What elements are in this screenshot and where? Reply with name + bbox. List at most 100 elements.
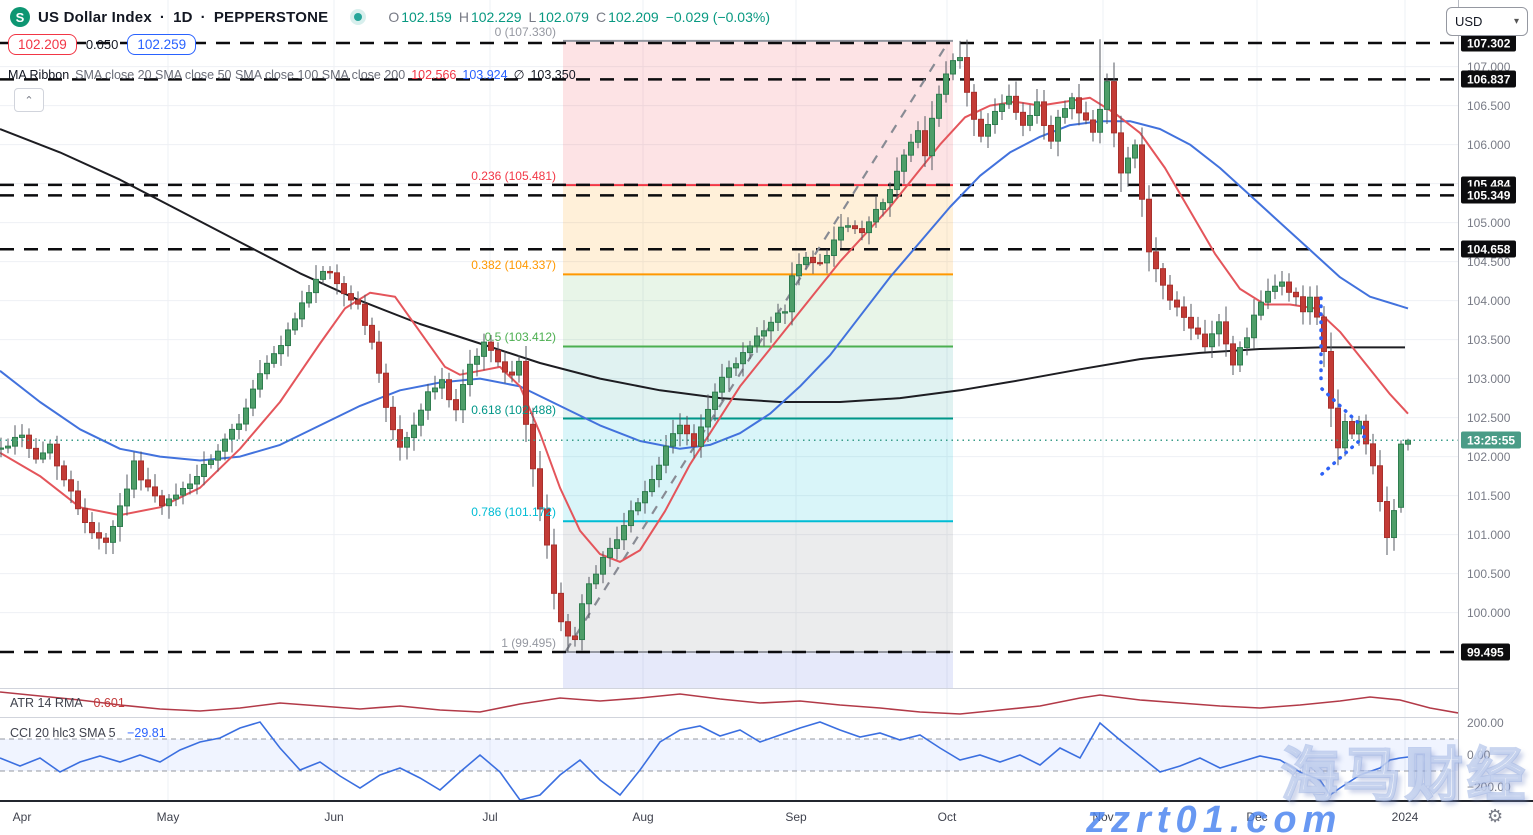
collapse-legend-button[interactable]: ⌃ xyxy=(14,88,44,112)
buy-price-button[interactable]: 102.259 xyxy=(127,34,197,55)
price-tick: 101.000 xyxy=(1467,527,1511,542)
price-tick: 100.500 xyxy=(1467,566,1511,581)
candle-body xyxy=(68,479,74,492)
candle-body xyxy=(999,103,1005,112)
time-tick-Aug: Aug xyxy=(632,810,654,824)
candle-body xyxy=(292,318,298,331)
candle-body xyxy=(166,498,172,507)
gear-icon[interactable]: ⚙ xyxy=(1487,806,1504,826)
candle-body xyxy=(621,525,627,541)
candle-body xyxy=(1069,97,1075,110)
candle-body xyxy=(257,373,263,390)
close-value: 102.209 xyxy=(608,9,659,25)
candle-body xyxy=(635,502,641,512)
candle-body xyxy=(880,202,886,210)
timeframe-label[interactable]: 1D xyxy=(173,8,193,26)
price-tick: 102.500 xyxy=(1467,410,1511,425)
candle-body xyxy=(208,459,214,465)
candle-body xyxy=(1244,337,1250,349)
candle-body xyxy=(530,423,536,470)
ma-ribbon-legend[interactable]: MA Ribbon SMA close 20 SMA close 50 SMA … xyxy=(8,67,576,83)
open-label: O xyxy=(388,9,400,25)
ma-line[interactable] xyxy=(0,96,1409,563)
candle-body xyxy=(873,208,879,223)
pennant-drawing[interactable] xyxy=(1320,387,1369,433)
candle-body xyxy=(607,547,613,558)
candle-body xyxy=(1027,114,1033,126)
candle-body xyxy=(1209,333,1215,348)
time-tick-Jun: Jun xyxy=(324,810,344,824)
chevron-down-icon: ▾ xyxy=(1513,16,1519,27)
cci-legend[interactable]: CCI 20 hlc3 SMA 5 −29.81 xyxy=(10,726,166,740)
candle-body xyxy=(586,583,592,605)
fib-zone xyxy=(563,274,953,347)
candle-body xyxy=(75,490,81,510)
candle-body xyxy=(460,384,466,411)
exchange-label[interactable]: PEPPERSTONE xyxy=(213,8,329,26)
time-tick-Jul: Jul xyxy=(482,810,498,824)
cci-band xyxy=(0,739,1458,771)
candle-body xyxy=(642,491,648,504)
candle-body xyxy=(712,391,718,410)
fib-label-0.236: 0.236 (105.481) xyxy=(471,169,556,184)
candle-body xyxy=(1118,132,1124,174)
time-axis[interactable]: Apr May Jun Jul Aug Sep Oct Nov Dec 2024 xyxy=(0,800,1533,835)
sell-price-button[interactable]: 102.209 xyxy=(8,34,77,55)
candle-body xyxy=(768,321,774,332)
market-status-icon[interactable] xyxy=(350,9,367,25)
candle-body xyxy=(1391,510,1397,539)
candle-body xyxy=(1181,306,1187,318)
candle-body xyxy=(558,592,564,623)
candle-body xyxy=(761,330,767,337)
candle-body xyxy=(810,256,816,264)
time-tick-Nov: Nov xyxy=(1092,810,1114,824)
candle-body xyxy=(96,532,102,539)
candle-body xyxy=(180,487,186,496)
currency-dropdown[interactable]: USD ▾ xyxy=(1446,7,1528,36)
candle-body xyxy=(117,505,123,527)
high-value: 102.229 xyxy=(470,9,522,25)
candle-body xyxy=(754,335,760,347)
candles-layer[interactable] xyxy=(0,39,1411,652)
time-tick-Dec: Dec xyxy=(1246,810,1268,824)
candle-body xyxy=(1167,284,1173,301)
candle-body xyxy=(1286,281,1292,293)
time-tick-Oct: Oct xyxy=(937,810,957,824)
candle-body xyxy=(229,428,235,440)
candle-body xyxy=(1034,101,1040,116)
candle-body xyxy=(1048,124,1054,142)
candle-body xyxy=(1195,327,1201,335)
atr-legend[interactable]: ATR 14 RMA 0.601 xyxy=(10,696,125,710)
sma20-value: 102.566 xyxy=(411,67,457,82)
fib-zone xyxy=(563,521,953,652)
symbol-legend[interactable]: S US Dollar Index · 1D · PEPPERSTONE O 1… xyxy=(10,7,770,27)
low-label: L xyxy=(528,9,537,25)
ma-line[interactable] xyxy=(0,128,1405,403)
candle-body xyxy=(887,189,893,204)
candle-body xyxy=(747,345,753,354)
candle-body xyxy=(551,544,557,594)
candle-body xyxy=(145,479,151,488)
candle-body xyxy=(1020,111,1026,126)
candle-body xyxy=(1258,301,1264,316)
price-tick: 105.000 xyxy=(1467,215,1511,230)
fib-label-0.5: 0.5 (103.412) xyxy=(484,330,556,345)
candle-body xyxy=(698,426,704,447)
candle-body xyxy=(824,255,830,264)
candle-body xyxy=(1153,251,1159,270)
candle-body xyxy=(1384,501,1390,539)
candle-body xyxy=(859,228,865,234)
candle-body xyxy=(369,324,375,343)
ma-line[interactable] xyxy=(0,120,1409,462)
candle-body xyxy=(523,360,529,425)
symbol-title[interactable]: US Dollar Index xyxy=(38,8,152,26)
candle-body xyxy=(502,361,508,373)
candle-body xyxy=(54,443,60,467)
candle-body xyxy=(1349,421,1355,435)
candle-body xyxy=(740,352,746,365)
candle-body xyxy=(89,522,95,534)
price-tick: 103.500 xyxy=(1467,332,1511,347)
price-axis[interactable]: 107.000 106.500 106.000 105.000 104.500 104.0… xyxy=(1458,0,1533,800)
